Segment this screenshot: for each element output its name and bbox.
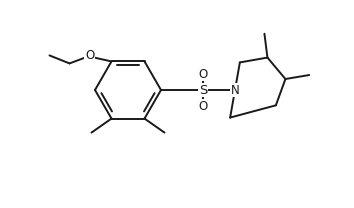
Text: O: O <box>198 99 208 113</box>
Text: O: O <box>85 49 94 62</box>
Text: S: S <box>199 83 207 97</box>
Text: O: O <box>198 68 208 80</box>
Text: N: N <box>230 83 239 97</box>
